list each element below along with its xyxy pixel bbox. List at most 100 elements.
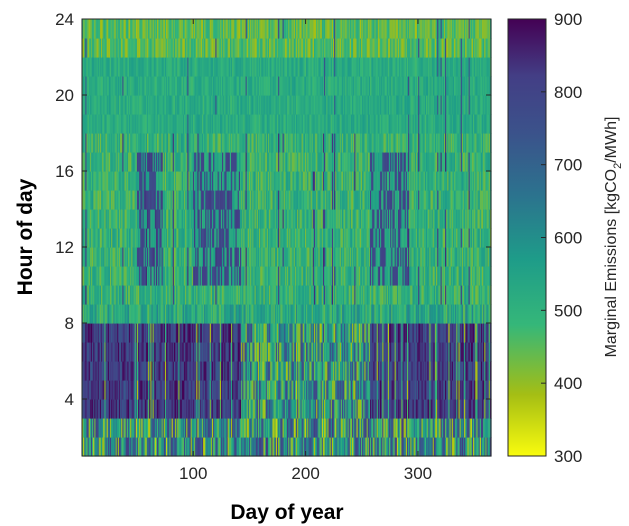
heatmap-cell	[208, 399, 211, 419]
heatmap-cell	[200, 323, 203, 343]
heatmap-cell	[291, 95, 294, 115]
heatmap-cell	[274, 152, 277, 172]
heatmap-cell	[122, 399, 125, 419]
heatmap-cell	[115, 418, 118, 438]
heatmap-cell	[297, 342, 299, 362]
heatmap-cell	[317, 342, 320, 362]
heatmap-cell	[256, 209, 259, 229]
heatmap-cell	[195, 95, 197, 115]
heatmap-cell	[289, 285, 292, 305]
heatmap-cell	[263, 114, 266, 134]
heatmap-cell	[233, 399, 235, 419]
heatmap-cell	[125, 152, 128, 172]
heatmap-cell	[134, 418, 137, 438]
heatmap-cell	[227, 209, 230, 229]
heatmap-cell	[220, 171, 223, 191]
heatmap-cell	[318, 114, 321, 134]
heatmap-cell	[93, 285, 95, 305]
heatmap-cell	[224, 57, 227, 77]
heatmap-cell	[191, 361, 194, 381]
heatmap-cell	[144, 323, 147, 343]
heatmap-cell	[168, 437, 170, 457]
heatmap-cell	[300, 304, 303, 324]
heatmap-cell	[274, 323, 277, 343]
heatmap-cell	[133, 57, 136, 77]
heatmap-cell	[311, 171, 314, 191]
heatmap-cell	[246, 57, 249, 77]
heatmap-cell	[222, 152, 224, 172]
heatmap-cell	[121, 285, 123, 305]
heatmap-cell	[298, 361, 300, 381]
heatmap-cell	[179, 190, 182, 210]
heatmap-cell	[133, 418, 136, 438]
heatmap-cell	[132, 19, 135, 39]
heatmap-cell	[145, 285, 148, 305]
heatmap-cell	[152, 418, 155, 438]
heatmap-cell	[164, 152, 167, 172]
heatmap-cell	[285, 323, 288, 343]
heatmap-cell	[226, 266, 229, 286]
heatmap-cell	[224, 437, 227, 457]
heatmap-cell	[139, 152, 141, 172]
heatmap-cell	[101, 57, 103, 77]
heatmap-cell	[320, 380, 323, 400]
heatmap-cell	[321, 323, 324, 343]
heatmap-cell	[220, 152, 223, 172]
heatmap-cell	[268, 304, 270, 324]
heatmap-cell	[272, 171, 275, 191]
heatmap-cell	[292, 209, 295, 229]
heatmap-cell	[149, 209, 151, 229]
heatmap-cell	[203, 247, 205, 267]
heatmap-cell	[268, 152, 270, 172]
heatmap-cell	[205, 266, 207, 286]
heatmap-cell	[228, 95, 231, 115]
heatmap-cell	[263, 228, 266, 248]
heatmap-cell	[226, 380, 229, 400]
heatmap-cell	[115, 209, 118, 229]
heatmap-cell	[306, 190, 308, 210]
heatmap-cell	[127, 380, 130, 400]
heatmap-cell	[173, 38, 176, 58]
heatmap-cell	[189, 342, 192, 362]
heatmap-cell	[182, 57, 185, 77]
heatmap-cell	[315, 266, 317, 286]
heatmap-cell	[175, 19, 177, 39]
heatmap-cell	[120, 380, 122, 400]
heatmap-cell	[243, 76, 246, 96]
heatmap-cell	[173, 76, 176, 96]
heatmap-cell	[251, 19, 253, 39]
heatmap-cell	[262, 228, 265, 248]
heatmap-cell	[240, 285, 242, 305]
heatmap-cell	[318, 418, 321, 438]
heatmap-cell	[181, 361, 184, 381]
heatmap-cell	[224, 76, 227, 96]
heatmap-cell	[120, 114, 122, 134]
heatmap-cell	[83, 418, 85, 438]
heatmap-cell	[271, 95, 274, 115]
heatmap-cell	[315, 285, 317, 305]
heatmap-cell	[324, 380, 326, 400]
heatmap-cell	[316, 133, 318, 153]
heatmap-cell	[311, 152, 314, 172]
heatmap-cell	[213, 209, 215, 229]
heatmap-cell	[154, 266, 157, 286]
heatmap-cell	[260, 228, 262, 248]
heatmap-cell	[166, 190, 168, 210]
heatmap-cell	[288, 19, 290, 39]
heatmap-cell	[191, 247, 194, 267]
heatmap-cell	[153, 285, 156, 305]
heatmap-cell	[198, 95, 201, 115]
heatmap-cell	[121, 361, 123, 381]
heatmap-cell	[289, 228, 292, 248]
heatmap-cell	[281, 209, 284, 229]
heatmap-cell	[288, 190, 290, 210]
heatmap-cell	[157, 171, 159, 191]
heatmap-cell	[246, 171, 249, 191]
heatmap-cell	[313, 323, 316, 343]
heatmap-cell	[307, 266, 309, 286]
heatmap-cell	[233, 323, 235, 343]
heatmap-cell	[83, 76, 85, 96]
heatmap-cell	[151, 361, 154, 381]
heatmap-cell	[281, 19, 284, 39]
heatmap-cell	[126, 19, 129, 39]
